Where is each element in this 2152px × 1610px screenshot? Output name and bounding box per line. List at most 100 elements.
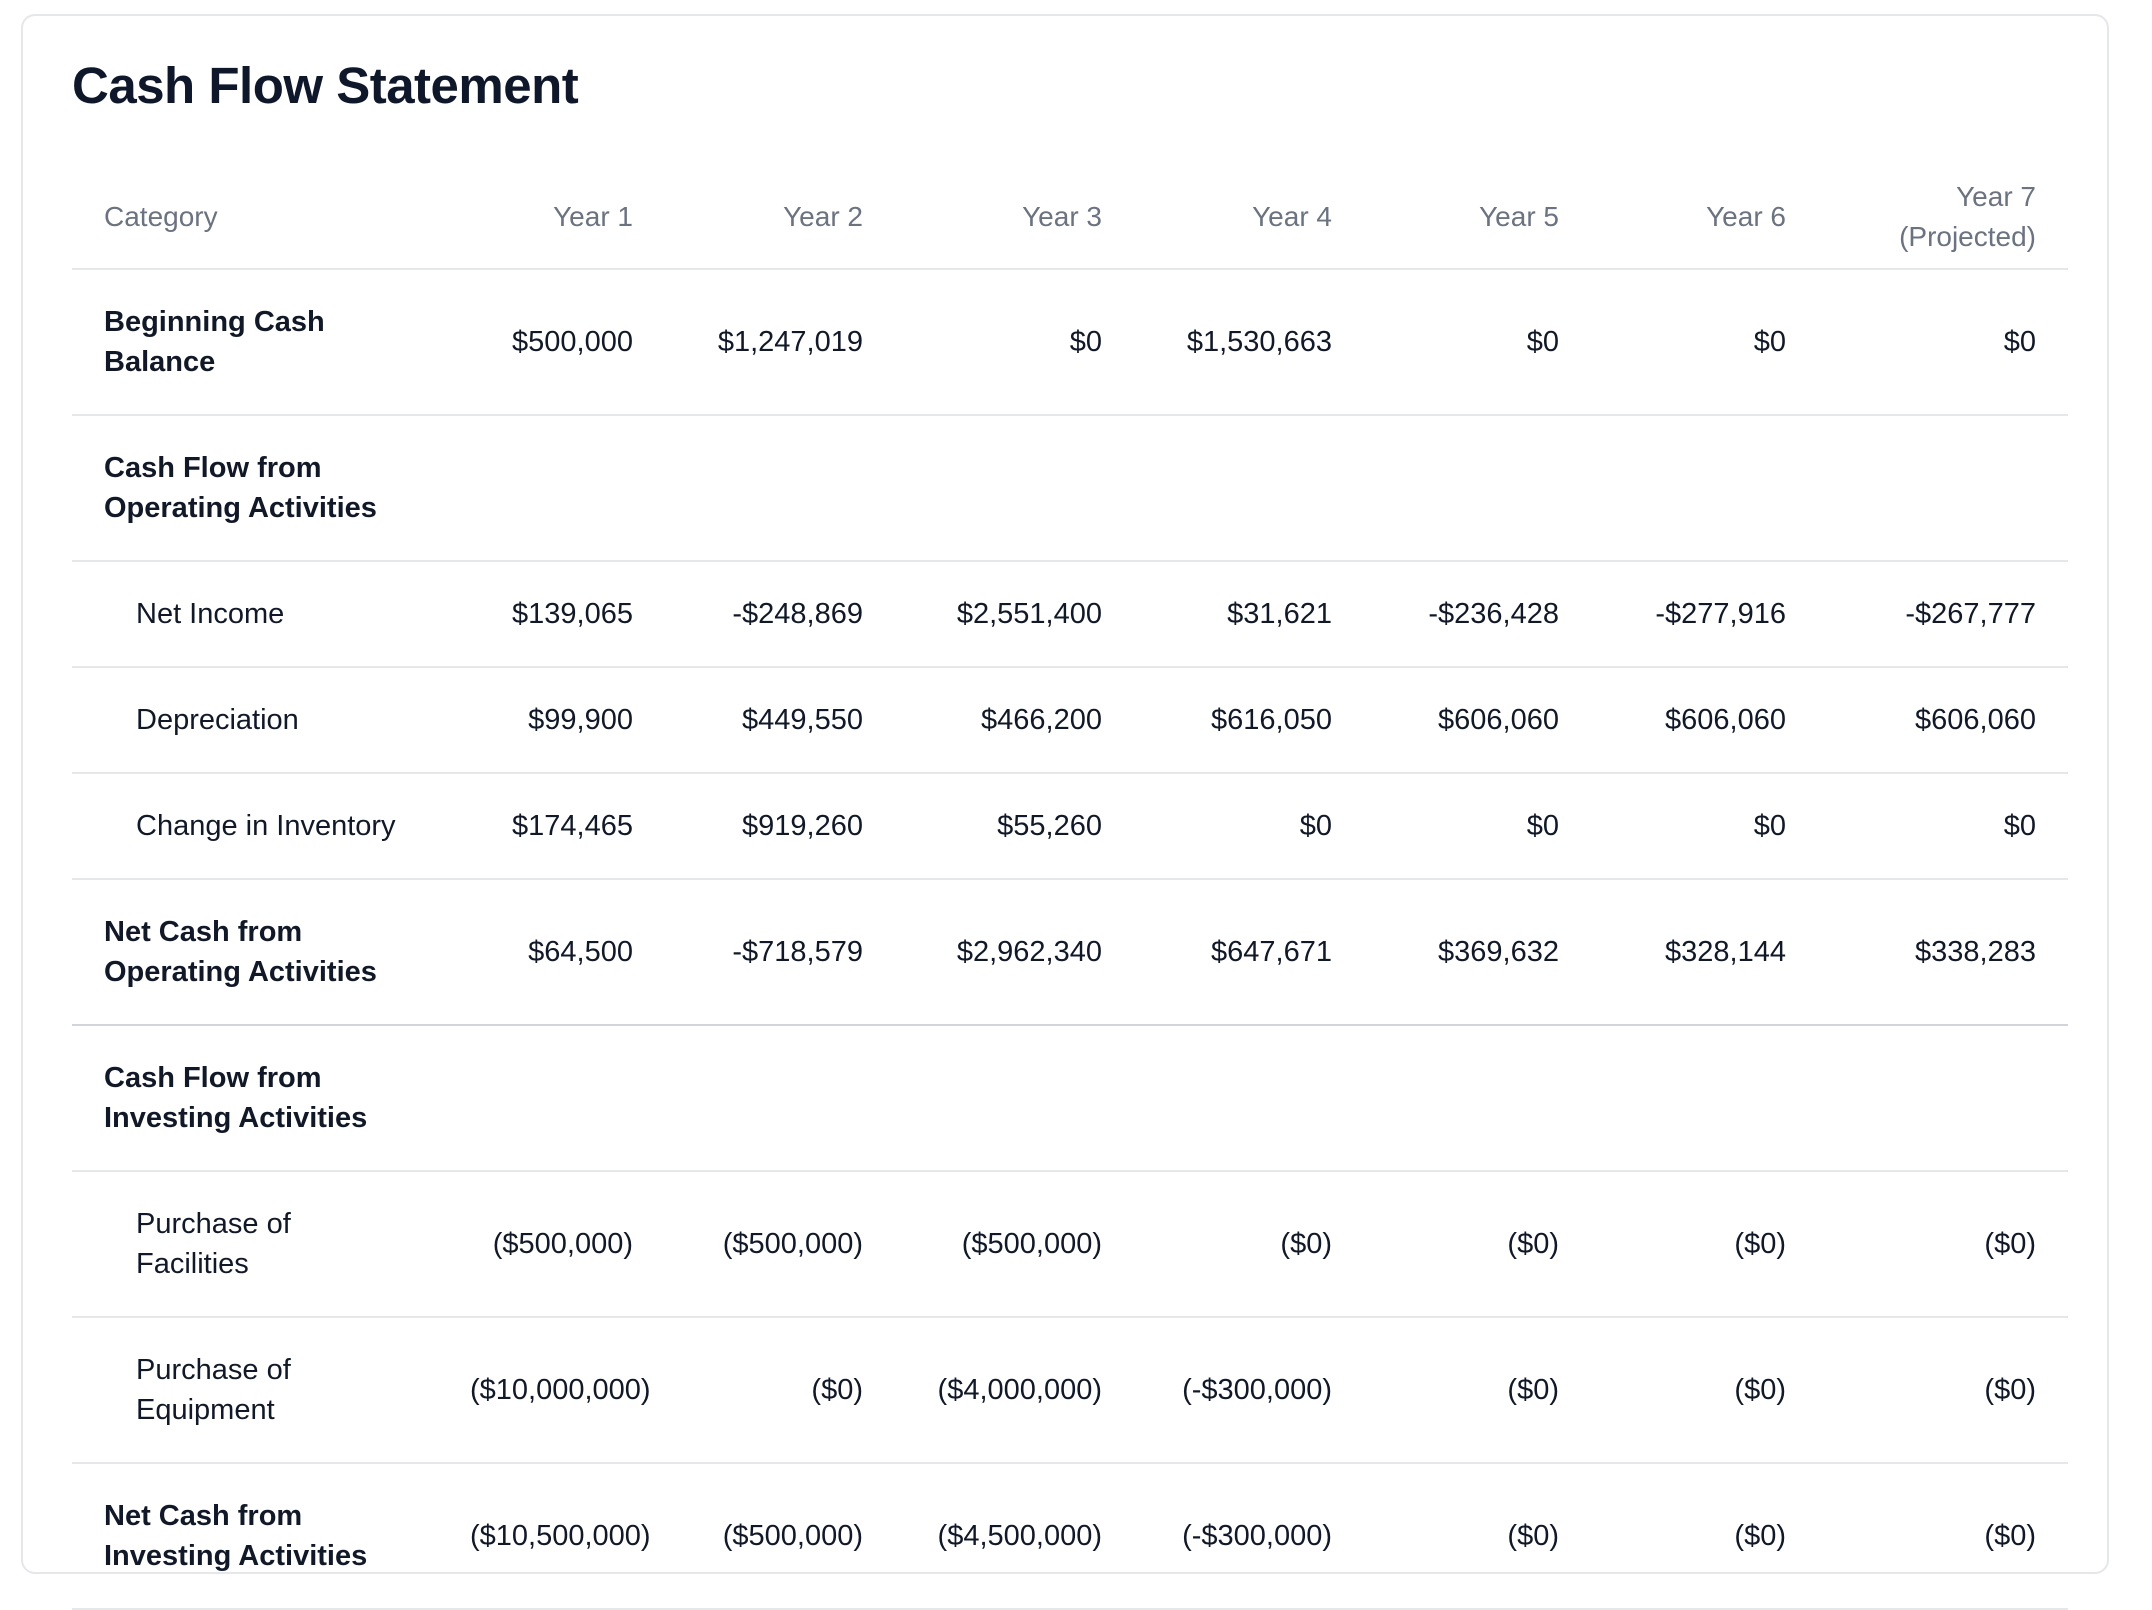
- cell-value: $2,962,340: [895, 879, 1134, 1026]
- table-row: Beginning Cash Balance $500,000 $1,247,0…: [72, 269, 2068, 416]
- cell-value: [1818, 1025, 2068, 1172]
- cell-value: ($0): [1364, 1317, 1591, 1464]
- table-row: Depreciation $99,900 $449,550 $466,200 $…: [72, 667, 2068, 774]
- cell-value: ($4,500,000): [895, 1463, 1134, 1610]
- table-row: Net Cash from Operating Activities $64,5…: [72, 879, 2068, 1026]
- cell-value: $55,260: [895, 773, 1134, 880]
- cell-value: [1591, 1025, 1818, 1172]
- cell-value: $606,060: [1364, 667, 1591, 774]
- cell-value: [1364, 1025, 1591, 1172]
- cell-value: $0: [1591, 773, 1818, 880]
- cell-value: ($500,000): [665, 1171, 895, 1318]
- table-row: Cash Flow from Operating Activities: [72, 415, 2068, 562]
- header-category: Category: [72, 166, 438, 270]
- cell-value: [1591, 415, 1818, 562]
- row-label: Depreciation: [72, 667, 438, 774]
- cell-value: -$718,579: [665, 879, 895, 1026]
- cell-value: $2,551,400: [895, 561, 1134, 668]
- table-row: Net Income $139,065 -$248,869 $2,551,400…: [72, 561, 2068, 668]
- cell-value: $338,283: [1818, 879, 2068, 1026]
- table-row: Purchase of Facilities ($500,000) ($500,…: [72, 1171, 2068, 1318]
- cell-value: [665, 415, 895, 562]
- row-label: Net Cash from Operating Activities: [72, 879, 438, 1026]
- header-year-3: Year 3: [895, 166, 1134, 270]
- row-label: Net Cash from Investing Activities: [72, 1463, 438, 1610]
- section-label: Cash Flow from Investing Activities: [72, 1025, 438, 1172]
- cash-flow-card: Cash Flow Statement Category Year 1 Year…: [21, 14, 2109, 1610]
- cell-value: ($4,000,000): [895, 1317, 1134, 1464]
- header-year-4: Year 4: [1134, 166, 1364, 270]
- header-year-7: Year 7 (Projected): [1818, 166, 2068, 270]
- cell-value: $616,050: [1134, 667, 1364, 774]
- cell-value: $919,260: [665, 773, 895, 880]
- cash-flow-table: Category Year 1 Year 2 Year 3 Year 4 Yea…: [72, 166, 2068, 1610]
- cell-value: $647,671: [1134, 879, 1364, 1026]
- cell-value: [438, 1025, 665, 1172]
- row-label: Purchase of Equipment: [72, 1317, 438, 1464]
- cell-value: $500,000: [438, 269, 665, 416]
- cell-value: $174,465: [438, 773, 665, 880]
- cell-value: $0: [1818, 773, 2068, 880]
- cell-value: $606,060: [1818, 667, 2068, 774]
- cell-value: [895, 415, 1134, 562]
- cell-value: $466,200: [895, 667, 1134, 774]
- cell-value: -$248,869: [665, 561, 895, 668]
- header-year-1: Year 1: [438, 166, 665, 270]
- cell-value: ($0): [1818, 1317, 2068, 1464]
- cell-value: ($500,000): [438, 1171, 665, 1318]
- cell-value: [438, 415, 665, 562]
- cell-value: ($0): [1591, 1317, 1818, 1464]
- header-year-2: Year 2: [665, 166, 895, 270]
- row-label: Purchase of Facilities: [72, 1171, 438, 1318]
- cell-value: -$236,428: [1364, 561, 1591, 668]
- cell-value: ($500,000): [895, 1171, 1134, 1318]
- cell-value: ($0): [1364, 1463, 1591, 1610]
- cell-value: [1134, 1025, 1364, 1172]
- cell-value: $0: [1364, 269, 1591, 416]
- cell-value: ($10,500,000): [438, 1463, 665, 1610]
- page-title: Cash Flow Statement: [72, 57, 579, 114]
- table-row: Purchase of Equipment ($10,000,000) ($0)…: [72, 1317, 2068, 1464]
- cell-value: $449,550: [665, 667, 895, 774]
- table-row: Net Cash from Investing Activities ($10,…: [72, 1463, 2068, 1610]
- row-label: Change in Inventory: [72, 773, 438, 880]
- cell-value: $99,900: [438, 667, 665, 774]
- cell-value: $1,530,663: [1134, 269, 1364, 416]
- cell-value: ($0): [1134, 1171, 1364, 1318]
- table-row: Cash Flow from Investing Activities: [72, 1025, 2068, 1172]
- cell-value: (-$300,000): [1134, 1317, 1364, 1464]
- cell-value: $0: [1591, 269, 1818, 416]
- cell-value: ($10,000,000): [438, 1317, 665, 1464]
- cell-value: $369,632: [1364, 879, 1591, 1026]
- cell-value: [1364, 415, 1591, 562]
- cell-value: $0: [1134, 773, 1364, 880]
- row-label: Beginning Cash Balance: [72, 269, 438, 416]
- cell-value: ($0): [1818, 1463, 2068, 1610]
- cell-value: $139,065: [438, 561, 665, 668]
- cell-value: [1818, 415, 2068, 562]
- cell-value: $0: [1364, 773, 1591, 880]
- row-label: Net Income: [72, 561, 438, 668]
- cell-value: ($0): [1818, 1171, 2068, 1318]
- cell-value: ($0): [1591, 1463, 1818, 1610]
- table-row: Change in Inventory $174,465 $919,260 $5…: [72, 773, 2068, 880]
- table-header-row: Category Year 1 Year 2 Year 3 Year 4 Yea…: [72, 166, 2068, 270]
- cell-value: $1,247,019: [665, 269, 895, 416]
- cell-value: -$267,777: [1818, 561, 2068, 668]
- cell-value: [1134, 415, 1364, 562]
- header-year-6: Year 6: [1591, 166, 1818, 270]
- cell-value: ($0): [1364, 1171, 1591, 1318]
- cell-value: ($500,000): [665, 1463, 895, 1610]
- cell-value: $31,621: [1134, 561, 1364, 668]
- cell-value: [665, 1025, 895, 1172]
- cell-value: $64,500: [438, 879, 665, 1026]
- cell-value: (-$300,000): [1134, 1463, 1364, 1610]
- cell-value: ($0): [665, 1317, 895, 1464]
- cell-value: -$277,916: [1591, 561, 1818, 668]
- cell-value: $328,144: [1591, 879, 1818, 1026]
- cell-value: $0: [895, 269, 1134, 416]
- cell-value: $0: [1818, 269, 2068, 416]
- cell-value: $606,060: [1591, 667, 1818, 774]
- section-label: Cash Flow from Operating Activities: [72, 415, 438, 562]
- header-year-5: Year 5: [1364, 166, 1591, 270]
